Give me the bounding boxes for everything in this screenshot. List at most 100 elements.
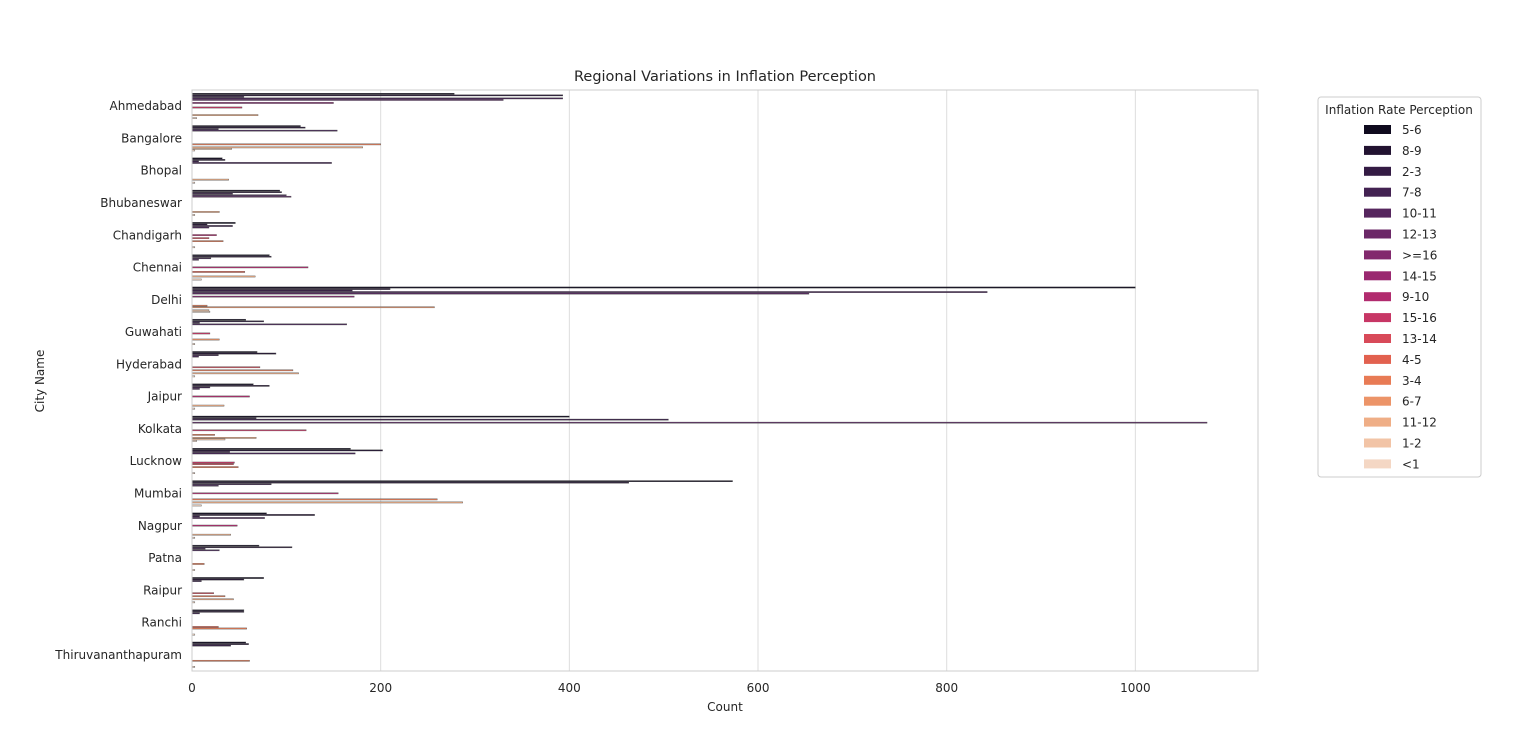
bar [191,102,334,104]
bar [191,192,233,195]
bar [191,483,272,486]
y-tick-label: Mumbai [134,486,182,500]
legend-swatch [1364,271,1391,281]
legend-entry: 12-13 [1402,228,1437,242]
bar [191,366,261,369]
bar [191,580,202,582]
bar [191,286,1136,289]
bar [191,237,210,239]
bar [191,417,257,419]
bar [191,355,199,358]
bar [191,498,438,501]
legend-entry: 1-2 [1402,437,1422,451]
y-axis-title: City Name [33,350,47,413]
bar [191,492,339,495]
bar [191,189,280,192]
legend-entry: 13-14 [1402,332,1437,346]
bar [191,96,245,98]
bar [191,195,292,198]
bar [191,463,234,465]
y-tick-label: Delhi [151,293,182,307]
plot-area: 0 200 400 600 800 1000 Ahmedabad Bangalore Bhopa… [54,89,1259,695]
bar [191,395,250,398]
bar [191,266,309,269]
bar [191,322,200,324]
legend-entry: 11-12 [1402,416,1437,430]
legend-swatch [1364,166,1391,176]
legend-entry: 4-5 [1402,353,1422,367]
x-tick-label: 200 [369,681,392,695]
bar [191,643,249,645]
bar [191,304,208,307]
bar [191,449,383,452]
bar [191,146,363,149]
bar [191,159,226,161]
bar [191,452,356,455]
bar [191,598,234,601]
plot-frame [191,89,1259,672]
bar [191,292,810,295]
bar [191,480,733,482]
bar [191,295,355,298]
y-tick-label: Bhopal [141,164,182,178]
bar [191,627,247,630]
bar [191,225,233,227]
bar [191,544,260,547]
bar [191,160,199,163]
bar [191,388,200,390]
x-tick-label: 0 [188,681,196,695]
bar [191,437,257,439]
y-tick-label: Bangalore [121,131,182,145]
bar [191,515,200,518]
bar [191,143,381,146]
bar [191,386,211,389]
bar [191,514,315,516]
bar [191,222,236,224]
bar [191,484,219,487]
bar [191,517,265,519]
bar [191,275,256,278]
bar [191,320,264,323]
bar [191,641,246,644]
bar [191,148,232,150]
bar [191,563,205,565]
bar [191,94,563,97]
legend-swatch [1364,313,1391,323]
bar [191,352,277,355]
legend-swatch [1364,187,1391,197]
bar [191,644,231,647]
legend-swatch [1364,417,1391,427]
y-tick-label: Nagpur [138,519,182,533]
bar [191,354,219,356]
bar [191,117,197,119]
legend-entry: 3-4 [1402,374,1422,388]
bar [191,504,202,507]
bar [191,178,229,181]
legend-title: Inflation Rate Perception [1325,103,1473,117]
legend-entry: >=16 [1402,248,1437,262]
legend-swatch [1364,229,1391,239]
legend-swatch [1364,145,1391,155]
bar [191,257,212,260]
bar [191,258,199,261]
legend-entry: 15-16 [1402,311,1437,325]
bar [191,126,306,129]
bar [191,278,202,281]
bar [191,466,239,468]
legend-entry: 6-7 [1402,395,1422,409]
x-tick-label: 600 [747,681,770,695]
bar [191,418,669,421]
bar [191,546,293,549]
bar [191,310,211,313]
legend-entry: 9-10 [1402,290,1429,304]
bar [191,385,270,387]
bar [191,533,231,536]
bar [191,129,338,132]
x-tick-label: 400 [558,681,581,695]
x-axis-title: Count [707,700,743,714]
bar [191,383,254,386]
x-tick-label: 1000 [1120,681,1151,695]
bar [191,240,224,242]
legend-swatch [1364,334,1391,343]
